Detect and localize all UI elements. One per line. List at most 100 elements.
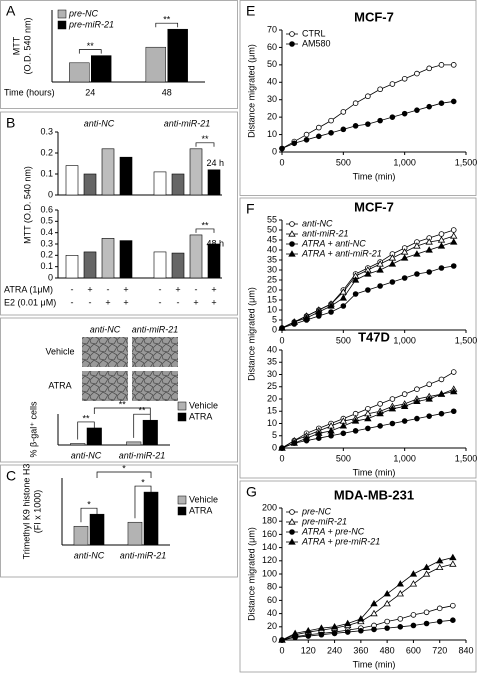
- marker: [438, 410, 445, 417]
- y-tick-label: 100: [262, 568, 277, 578]
- marker: [370, 609, 378, 617]
- legend-label: AM580: [302, 38, 331, 48]
- marker: [279, 145, 285, 152]
- y-tick-label: 0.4: [40, 227, 53, 237]
- bar: [167, 28, 188, 83]
- marker: [450, 617, 456, 623]
- bar: [101, 238, 115, 279]
- x-tick-label: anti-NC: [71, 450, 102, 460]
- condition-sign: +: [123, 297, 128, 307]
- bar: [127, 521, 143, 546]
- legend-swatch: [177, 495, 187, 505]
- legend-label: pre-miR-21: [301, 516, 347, 526]
- x-tick-label: anti-miR-21: [120, 550, 167, 560]
- marker: [315, 429, 323, 436]
- x-tick-label: 480: [380, 645, 395, 655]
- condition-sign: +: [211, 297, 216, 307]
- bar: [83, 173, 97, 196]
- y-axis-label: Distance migrated (μm): [246, 527, 256, 621]
- marker: [450, 369, 457, 375]
- legend-label: ATRA + anti-miR-21: [301, 248, 382, 258]
- marker: [450, 408, 457, 415]
- marker: [384, 618, 390, 625]
- legend-swatch: [57, 9, 67, 19]
- marker: [315, 308, 323, 315]
- marker: [426, 103, 433, 110]
- panel-letter: E: [246, 3, 255, 19]
- marker: [389, 81, 396, 87]
- significance-bracket: [80, 507, 98, 523]
- bar: [153, 251, 167, 279]
- y-tick-label: 20: [267, 284, 277, 294]
- y-tick-label: 5: [272, 430, 277, 440]
- marker: [304, 626, 312, 634]
- marker: [450, 62, 457, 68]
- marker: [437, 390, 446, 397]
- marker: [389, 279, 396, 285]
- marker: [340, 109, 347, 115]
- x-tick-label: 120: [301, 645, 316, 655]
- marker: [340, 430, 347, 437]
- panel-frame: [0, 111, 238, 316]
- marker: [401, 110, 408, 117]
- x-tick-label: 0: [279, 335, 284, 345]
- x-tick-label: 0: [279, 645, 284, 655]
- marker: [377, 401, 383, 407]
- marker: [409, 580, 418, 587]
- y-tick-label: 50: [267, 224, 277, 234]
- marker: [383, 589, 391, 597]
- marker: [450, 387, 458, 395]
- significance-bracket: [195, 228, 215, 233]
- y-tick-label: 50: [267, 59, 277, 69]
- panel-letter: G: [246, 484, 257, 500]
- marker: [278, 444, 286, 451]
- condition-sign: -: [159, 284, 162, 294]
- marker: [450, 227, 457, 233]
- marker: [413, 250, 421, 257]
- y-tick-label: 35: [267, 357, 277, 367]
- marker: [328, 117, 334, 124]
- y-tick-label: 40: [267, 244, 277, 254]
- chart-title: MDA-MB-231: [334, 487, 414, 502]
- marker: [396, 580, 404, 587]
- y-axis-label: Trimethyl K9 histone H3: [21, 464, 31, 560]
- x-axis-label: Time (min): [353, 467, 396, 477]
- image-row-label: Vehicle: [45, 346, 74, 356]
- marker: [291, 629, 299, 636]
- marker: [425, 246, 433, 253]
- panel-frame: [239, 480, 477, 673]
- marker: [425, 395, 433, 402]
- marker: [364, 270, 372, 277]
- condition-name: E2 (0.01 μM): [4, 297, 56, 307]
- significance-label: **: [82, 413, 90, 423]
- x-tick-label: 500: [336, 335, 351, 345]
- panel-letter: B: [6, 115, 15, 131]
- bar: [207, 169, 221, 196]
- marker: [290, 318, 298, 325]
- marker: [414, 70, 420, 77]
- marker: [328, 432, 334, 439]
- marker: [397, 623, 404, 630]
- bar: [207, 243, 221, 279]
- significance-bracket: [195, 142, 215, 147]
- marker: [377, 117, 383, 124]
- y-axis-label: % β-gal⁺ cells: [28, 401, 38, 457]
- significance-label: **: [201, 220, 209, 230]
- y-tick-label: 70: [267, 24, 277, 34]
- significance-label: **: [119, 399, 127, 409]
- marker: [414, 415, 420, 422]
- y-tick-label: 0.1: [40, 261, 53, 271]
- y-tick-label: 0.2: [40, 147, 53, 157]
- bar: [189, 148, 203, 196]
- y-tick-label: 0: [272, 146, 277, 156]
- marker: [438, 265, 445, 271]
- marker: [426, 413, 433, 419]
- legend-label: ATRA: [189, 505, 212, 515]
- x-tick-label: 0: [279, 453, 284, 463]
- marker: [352, 428, 359, 434]
- marker: [315, 133, 322, 140]
- y-tick-label: 25: [267, 274, 277, 284]
- marker: [388, 260, 397, 267]
- marker: [340, 303, 347, 309]
